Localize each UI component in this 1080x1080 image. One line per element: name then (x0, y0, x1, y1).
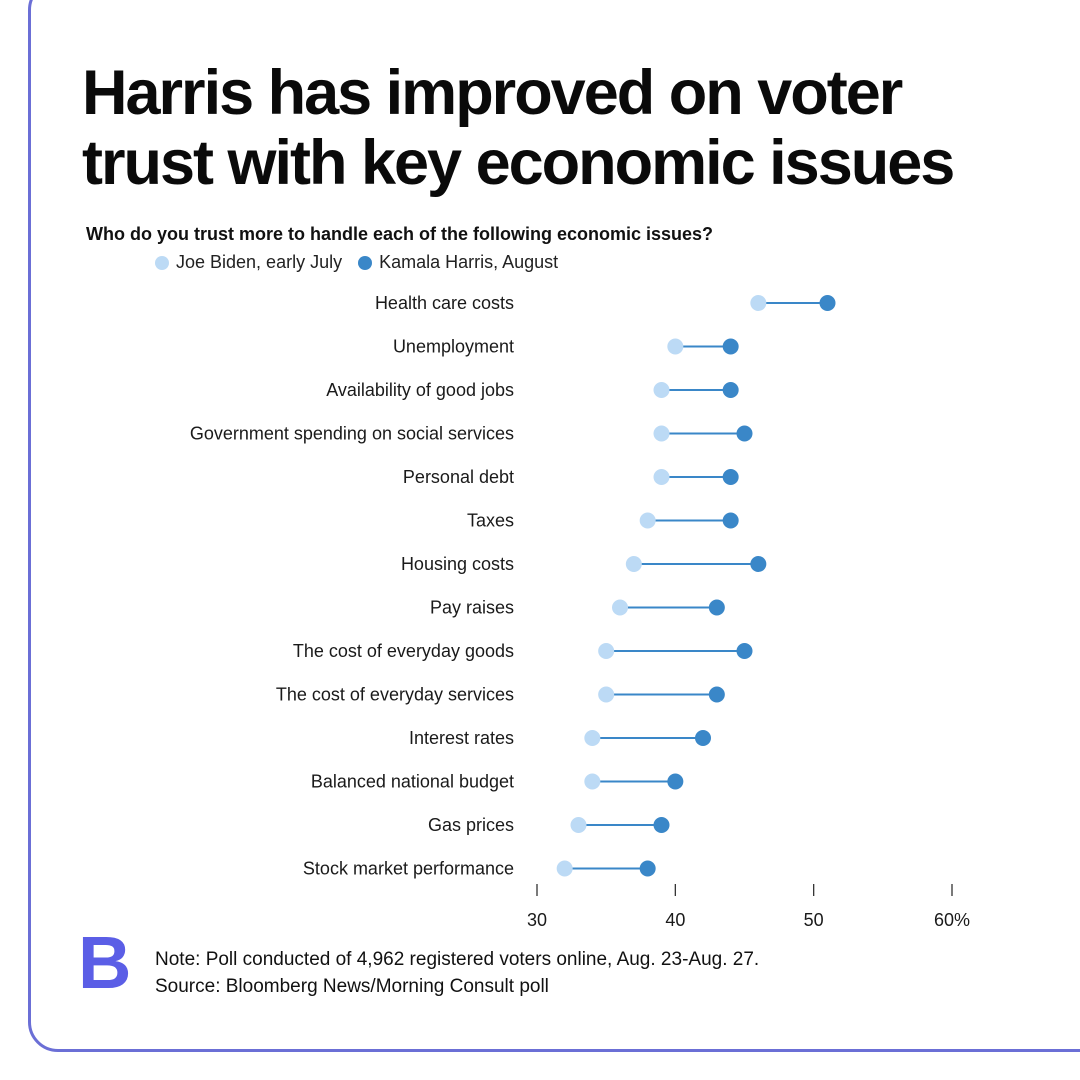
category-label: Personal debt (403, 467, 514, 487)
biden-point (639, 512, 656, 529)
biden-point (750, 295, 767, 311)
category-label: Availability of good jobs (326, 380, 514, 400)
chart-title: Harris has improved on voter trust with … (82, 58, 955, 198)
x-tick-label: 30 (527, 910, 547, 930)
category-label: Unemployment (393, 337, 514, 357)
biden-point (598, 643, 615, 659)
category-label: Taxes (467, 511, 514, 531)
source-text: Source: Bloomberg News/Morning Consult p… (155, 976, 549, 997)
category-label: Gas prices (428, 815, 514, 835)
category-label: The cost of everyday services (276, 685, 514, 705)
harris-point (708, 599, 725, 616)
card-frame (28, 0, 1080, 1052)
legend: Joe Biden, early July Kamala Harris, Aug… (155, 252, 574, 273)
category-label: Health care costs (375, 293, 514, 313)
biden-point (667, 338, 684, 355)
x-tick-label: 40 (665, 910, 685, 930)
harris-point (708, 686, 725, 703)
legend-swatch-biden (155, 255, 169, 270)
category-label: Balanced national budget (311, 772, 514, 792)
harris-point (695, 730, 711, 746)
footer-notes: Note: Poll conducted of 4,962 registered… (155, 946, 759, 1000)
biden-point (653, 425, 670, 442)
x-tick-label: 60% (934, 910, 970, 930)
biden-point (625, 556, 642, 572)
harris-point (667, 773, 684, 790)
biden-point (612, 599, 628, 616)
harris-point (653, 817, 670, 833)
category-label: Interest rates (409, 728, 514, 748)
biden-point (653, 382, 670, 398)
biden-point (570, 817, 587, 833)
legend-item-biden: Joe Biden, early July (155, 252, 342, 273)
harris-point (722, 338, 739, 355)
harris-point (736, 425, 753, 442)
harris-point (722, 382, 739, 398)
legend-swatch-harris (358, 255, 373, 270)
category-label: Housing costs (401, 554, 514, 574)
harris-point (736, 643, 753, 659)
biden-point (584, 773, 601, 790)
x-tick-label: 50 (804, 910, 824, 930)
harris-point (722, 469, 739, 485)
category-label: Government spending on social services (190, 424, 514, 444)
harris-point (750, 556, 767, 572)
biden-point (556, 860, 573, 877)
note-text: Note: Poll conducted of 4,962 registered… (155, 949, 760, 970)
legend-label-biden: Joe Biden, early July (176, 252, 343, 272)
legend-item-harris: Kamala Harris, August (358, 252, 558, 273)
category-label: Pay raises (430, 598, 514, 618)
biden-point (584, 730, 601, 746)
harris-point (639, 860, 656, 877)
harris-point (722, 512, 739, 529)
category-label: The cost of everyday goods (293, 641, 514, 661)
biden-point (598, 686, 615, 703)
biden-point (653, 469, 670, 485)
legend-label-harris: Kamala Harris, August (379, 252, 559, 272)
chart-subtitle: Who do you trust more to handle each of … (86, 224, 714, 244)
bloomberg-logo: B (78, 921, 132, 1004)
category-label: Stock market performance (303, 859, 514, 879)
harris-point (819, 295, 836, 311)
